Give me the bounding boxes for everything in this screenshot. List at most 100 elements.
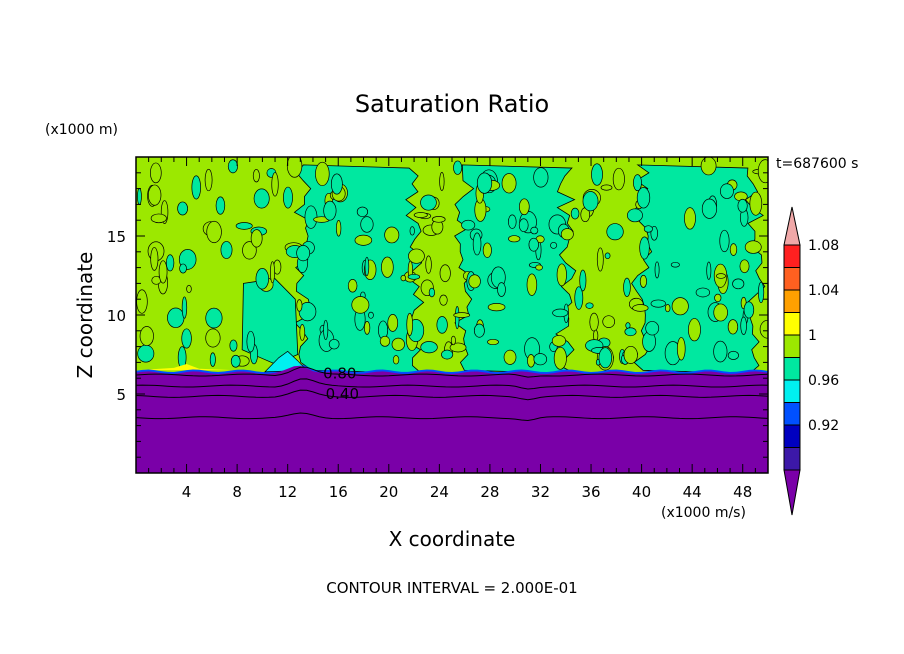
x-tick-label: 32 (531, 483, 550, 501)
colorbar-swatch (783, 402, 801, 426)
colorbar-swatch (783, 379, 801, 403)
contour-cell (453, 160, 463, 175)
contour-cell (715, 273, 726, 279)
colorbar-bottom-arrow (783, 469, 801, 516)
contour-cell (167, 307, 185, 328)
contour-cell (453, 312, 471, 318)
contour-cell (757, 281, 765, 304)
colorbar-swatch (783, 447, 801, 471)
contour-cell (550, 241, 558, 249)
contour-cell (684, 207, 696, 230)
contour-cell (612, 167, 625, 191)
contour-cell (740, 316, 747, 335)
x-axis-title: X coordinate (389, 527, 516, 551)
contour-cell (526, 273, 538, 296)
contour-cell (654, 261, 660, 279)
contour-cell (530, 226, 539, 235)
contour-cell (137, 188, 142, 205)
contour-cell (670, 261, 680, 268)
contour-cell (165, 254, 175, 272)
x-tick-label: 24 (430, 483, 449, 501)
contour-cell (191, 175, 201, 200)
contour-cell (671, 297, 689, 316)
contour-cell (147, 184, 162, 206)
contour-cell (330, 173, 343, 195)
contour-cell (645, 321, 660, 336)
contour-cell (633, 174, 642, 192)
contour-cell (230, 354, 241, 368)
yellow-layer (136, 363, 238, 371)
contour-cell (591, 163, 603, 186)
contour-cell (296, 244, 311, 262)
contour-cell (246, 330, 255, 353)
contour-cell (215, 196, 226, 215)
contour-cell (518, 218, 529, 233)
contour-cell (527, 354, 535, 368)
contour-cell (205, 307, 223, 329)
contour-cell (255, 268, 269, 290)
contour-cell (582, 191, 599, 212)
contour-cell (732, 278, 745, 290)
colorbar-swatch (783, 312, 801, 336)
contour-cell (606, 223, 624, 241)
contour-cell (639, 236, 650, 260)
contour-cell (713, 303, 728, 322)
contour-cell (602, 315, 616, 328)
contour-cell (381, 256, 394, 278)
x-tick-label: 40 (632, 483, 651, 501)
colorbar-swatch (783, 267, 801, 291)
contour-cell (468, 274, 481, 289)
contour-cell (420, 341, 438, 354)
contour-cell (560, 228, 574, 241)
contour-cell (150, 213, 167, 224)
contour-cell (420, 194, 437, 211)
contour-cell (706, 261, 712, 280)
contour-cell (626, 208, 643, 223)
colorbar-swatch (783, 289, 801, 313)
contour-line (136, 366, 768, 378)
x-tick-label: 28 (480, 483, 499, 501)
colorbar-swatch (783, 334, 801, 358)
contour-cell (585, 302, 594, 309)
contour-cell (150, 247, 159, 271)
contour-cell (737, 198, 748, 213)
contour-cell (676, 337, 686, 361)
contour-cell (439, 172, 445, 191)
colorbar-label: 1.04 (808, 283, 839, 299)
contour-cell (400, 274, 407, 282)
contour-cell (528, 237, 539, 252)
contour-cell (574, 286, 584, 310)
contour-cell (304, 205, 318, 229)
contour-cell (604, 252, 611, 260)
contour-cell (209, 352, 216, 367)
contour-cell (252, 169, 260, 183)
contour-cell (413, 212, 428, 218)
contour-cell (507, 214, 517, 229)
colorbar-top-arrow (783, 206, 801, 246)
contour-cell (328, 338, 340, 350)
contour-cell (296, 299, 303, 312)
contour-cell (719, 183, 734, 199)
contour-cell (177, 201, 188, 216)
contour-cell (624, 327, 637, 337)
contour-cell (552, 308, 569, 318)
contour-cell (714, 293, 722, 303)
contour-cell (360, 216, 374, 233)
contour-cell (439, 264, 451, 283)
contour-cell (227, 159, 238, 174)
contour-cell (556, 263, 567, 287)
contour-cell (323, 200, 337, 221)
colorbar: 0.92 0.96 1 1.04 1.08 (783, 206, 839, 516)
contour-cell (392, 355, 400, 365)
contour-line (136, 412, 768, 422)
contour-cell (368, 311, 374, 319)
y-unit-label: (x1000 m) (45, 122, 118, 138)
y-tick-label: 10 (107, 307, 126, 325)
contour-cell (351, 296, 370, 314)
contour-cell (229, 339, 238, 352)
contour-cell (589, 312, 599, 332)
contour-cell (406, 312, 414, 337)
contour-cell (533, 353, 548, 366)
contour-cell (700, 157, 717, 176)
